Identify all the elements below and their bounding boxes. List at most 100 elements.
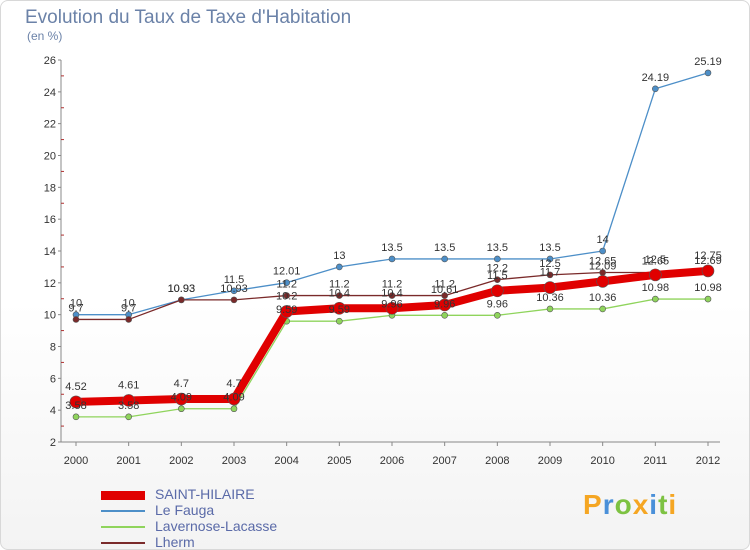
data-label: 13.5 xyxy=(487,242,508,254)
data-point xyxy=(441,312,448,319)
data-label: 13.5 xyxy=(381,242,402,254)
logo-letter: x xyxy=(632,489,650,520)
data-point xyxy=(441,255,448,263)
data-point xyxy=(388,255,396,263)
data-point xyxy=(283,292,290,299)
data-point xyxy=(333,301,346,315)
x-tick-label: 2011 xyxy=(644,455,668,467)
data-point xyxy=(175,392,188,406)
x-tick-label: 2003 xyxy=(222,455,246,467)
data-label: 4.52 xyxy=(65,381,86,393)
data-point xyxy=(125,413,132,421)
data-label: 12.69 xyxy=(694,255,722,267)
data-point xyxy=(652,85,659,93)
data-point xyxy=(72,413,80,421)
data-label: 12.5 xyxy=(539,258,560,270)
logo-letter: P xyxy=(583,489,603,520)
data-label: 12.2 xyxy=(487,263,508,275)
y-tick-label: 20 xyxy=(44,151,56,163)
y-tick-label: 22 xyxy=(44,119,56,131)
data-label: 13 xyxy=(333,250,345,262)
data-label: 11.7 xyxy=(540,267,561,279)
data-label: 9.96 xyxy=(434,298,455,310)
data-label: 10.93 xyxy=(168,283,196,295)
x-tick-label: 2006 xyxy=(380,455,404,467)
x-tick-label: 2007 xyxy=(432,455,456,467)
data-point xyxy=(438,298,451,312)
data-point xyxy=(649,268,662,282)
data-label: 12.65 xyxy=(589,255,617,267)
data-point xyxy=(494,276,501,283)
proxiti-logo: Proxiti xyxy=(583,489,677,521)
x-tick-label: 2004 xyxy=(274,455,298,467)
data-label: 10 xyxy=(123,298,135,310)
data-label: 24.19 xyxy=(642,72,670,84)
y-tick-label: 18 xyxy=(44,182,56,194)
y-tick-label: 6 xyxy=(50,373,56,385)
chart-title: Evolution du Taux de Taxe d'Habitation xyxy=(25,7,352,28)
data-label: 11.2 xyxy=(434,279,455,291)
data-point xyxy=(178,405,185,413)
legend-label: SAINT-HILAIRE xyxy=(155,486,255,502)
data-label: 10.93 xyxy=(220,283,248,295)
data-label: 10.93 xyxy=(168,283,196,295)
y-tick-label: 24 xyxy=(44,87,56,99)
data-point xyxy=(385,301,399,315)
data-label: 4.61 xyxy=(118,379,139,391)
data-label: 9.96 xyxy=(487,298,508,310)
data-label: 4.7 xyxy=(174,378,189,390)
data-label: 12.09 xyxy=(589,260,617,272)
data-label: 9.59 xyxy=(329,304,350,316)
legend-swatch xyxy=(101,526,145,528)
logo-letter: t xyxy=(658,489,669,520)
data-label: 12.65 xyxy=(642,255,670,267)
data-label: 11.2 xyxy=(329,279,350,291)
data-point xyxy=(336,263,343,271)
y-tick-label: 16 xyxy=(44,214,56,226)
data-label: 10.98 xyxy=(694,282,722,294)
data-point xyxy=(69,395,83,409)
legend-label: Lavernose-Lacasse xyxy=(155,518,278,534)
data-point xyxy=(125,316,132,323)
data-label: 10.2 xyxy=(276,290,297,302)
data-point xyxy=(230,287,238,295)
logo-letter: i xyxy=(649,489,659,520)
data-point xyxy=(388,292,396,299)
legend-swatch xyxy=(101,490,145,500)
data-label: 10.98 xyxy=(642,282,670,294)
data-label: 4.7 xyxy=(226,378,241,390)
x-tick-label: 2008 xyxy=(485,455,509,467)
x-tick-label: 2000 xyxy=(64,455,88,467)
data-point xyxy=(599,305,606,313)
data-label: 9.96 xyxy=(381,298,402,310)
data-label: 13.5 xyxy=(539,242,560,254)
data-point xyxy=(280,305,293,318)
logo-letter: r xyxy=(602,489,615,520)
y-tick-label: 8 xyxy=(50,342,56,354)
y-tick-label: 4 xyxy=(50,405,56,417)
data-point xyxy=(701,264,715,278)
legend-label: Lherm xyxy=(155,534,195,550)
data-label: 12.5 xyxy=(645,254,666,266)
y-tick-label: 14 xyxy=(44,246,56,258)
data-point xyxy=(230,405,238,413)
legend-label: Le Fauga xyxy=(155,502,215,518)
data-point xyxy=(546,305,554,313)
logo-letter: o xyxy=(614,489,633,520)
data-point xyxy=(543,281,557,294)
data-label: 4.09 xyxy=(223,392,244,404)
data-point xyxy=(72,316,80,323)
data-point xyxy=(336,292,343,299)
x-tick-label: 2012 xyxy=(696,455,720,467)
data-point xyxy=(546,271,554,279)
data-point xyxy=(336,317,343,325)
chart-subtitle: (en %) xyxy=(27,29,63,43)
data-label: 4.09 xyxy=(171,392,192,404)
data-label: 3.58 xyxy=(118,400,139,412)
data-point xyxy=(704,69,712,77)
x-tick-label: 2001 xyxy=(116,455,140,467)
data-point xyxy=(596,275,609,288)
data-point xyxy=(494,312,501,319)
data-point xyxy=(704,295,712,303)
